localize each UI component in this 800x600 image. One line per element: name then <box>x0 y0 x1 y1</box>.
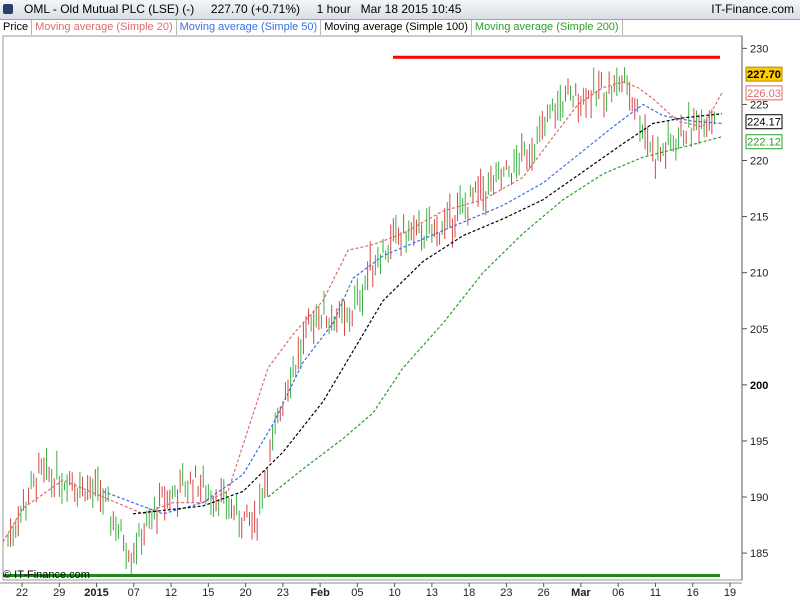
y-axis: 185 190 195 200 205 210 215 220 225 230 <box>742 43 768 560</box>
x-tick-label: 18 <box>463 587 475 599</box>
ma-line <box>2 81 723 543</box>
x-tick-label: 10 <box>389 587 401 599</box>
ma-line <box>132 113 723 515</box>
y-tick-label: 190 <box>750 492 768 504</box>
ma200-tag-box <box>745 134 783 150</box>
x-tick-label: 23 <box>277 587 289 599</box>
y-tick-label: 185 <box>750 548 768 560</box>
legend-price[interactable]: Price <box>0 20 33 35</box>
x-tick-label: 20 <box>239 587 251 599</box>
x-tick-label: 29 <box>53 587 65 599</box>
x-tick-label: 2015 <box>84 587 108 599</box>
x-tick-label: 26 <box>538 587 550 599</box>
y-tick-label: 210 <box>750 268 768 280</box>
price-tag-box <box>745 66 783 82</box>
y-tick-label: 195 <box>750 436 768 448</box>
ma100-tag: 224.17 <box>747 117 781 129</box>
x-tick-label: 05 <box>351 587 363 599</box>
ma100-tag-box <box>745 114 783 130</box>
x-axis: 22 29 2015 07 12 15 20 23 Feb 05 10 13 18 23 26 Mar 06 11… <box>0 582 742 599</box>
reference-lines <box>3 55 720 578</box>
x-tick-label: 19 <box>724 587 736 599</box>
app-icon <box>3 4 13 14</box>
y-tick-label: 205 <box>750 324 768 336</box>
x-tick-label: Feb <box>310 587 330 599</box>
y-tick-label: 230 <box>750 43 768 55</box>
x-tick-label: 22 <box>16 587 28 599</box>
x-tick-label: 13 <box>426 587 438 599</box>
moving-averages <box>2 81 723 543</box>
legend-ma50[interactable]: Moving average (Simple 50) <box>176 20 322 35</box>
x-tick-label: 23 <box>500 587 512 599</box>
legend-ma20[interactable]: Moving average (Simple 20) <box>32 20 177 35</box>
x-tick-label: 06 <box>612 587 624 599</box>
y-tick-label: 215 <box>750 212 768 224</box>
x-tick-label: 11 <box>650 587 661 599</box>
ma20-tag-box <box>745 85 783 101</box>
x-tick-label: 16 <box>687 587 699 599</box>
x-tick-label: 12 <box>165 587 177 599</box>
x-tick-label: 15 <box>202 587 214 599</box>
ma200-tag: 222.12 <box>747 137 781 149</box>
y-tick-label: 220 <box>750 156 768 168</box>
brand-label: IT-Finance.com <box>711 2 794 16</box>
y-tick-label: 200 <box>750 380 768 392</box>
title-bar: OML - Old Mutual PLC (LSE) (-) 227.70 (+… <box>0 0 800 20</box>
x-tick-label: 07 <box>128 587 140 599</box>
x-tick-label: Mar <box>571 587 591 599</box>
chart-title: OML - Old Mutual PLC (LSE) (-) 227.70 (+… <box>24 2 462 16</box>
copyright: © IT-Finance.com <box>3 569 90 581</box>
ma-line <box>267 136 723 498</box>
value-tags: 227.70 226.03 224.17 222.12 <box>745 66 783 150</box>
legend-ma100[interactable]: Moving average (Simple 100) <box>321 20 472 35</box>
ma20-tag: 226.03 <box>747 88 781 100</box>
plot-area <box>2 35 743 581</box>
ma-line <box>102 103 723 515</box>
legend-ma200[interactable]: Moving average (Simple 200) <box>471 20 623 35</box>
price-tag: 227.70 <box>747 69 781 81</box>
candles <box>7 67 715 577</box>
y-tick-label: 225 <box>750 99 768 111</box>
indicator-legend: Price Moving average (Simple 20) Moving av… <box>0 20 623 35</box>
